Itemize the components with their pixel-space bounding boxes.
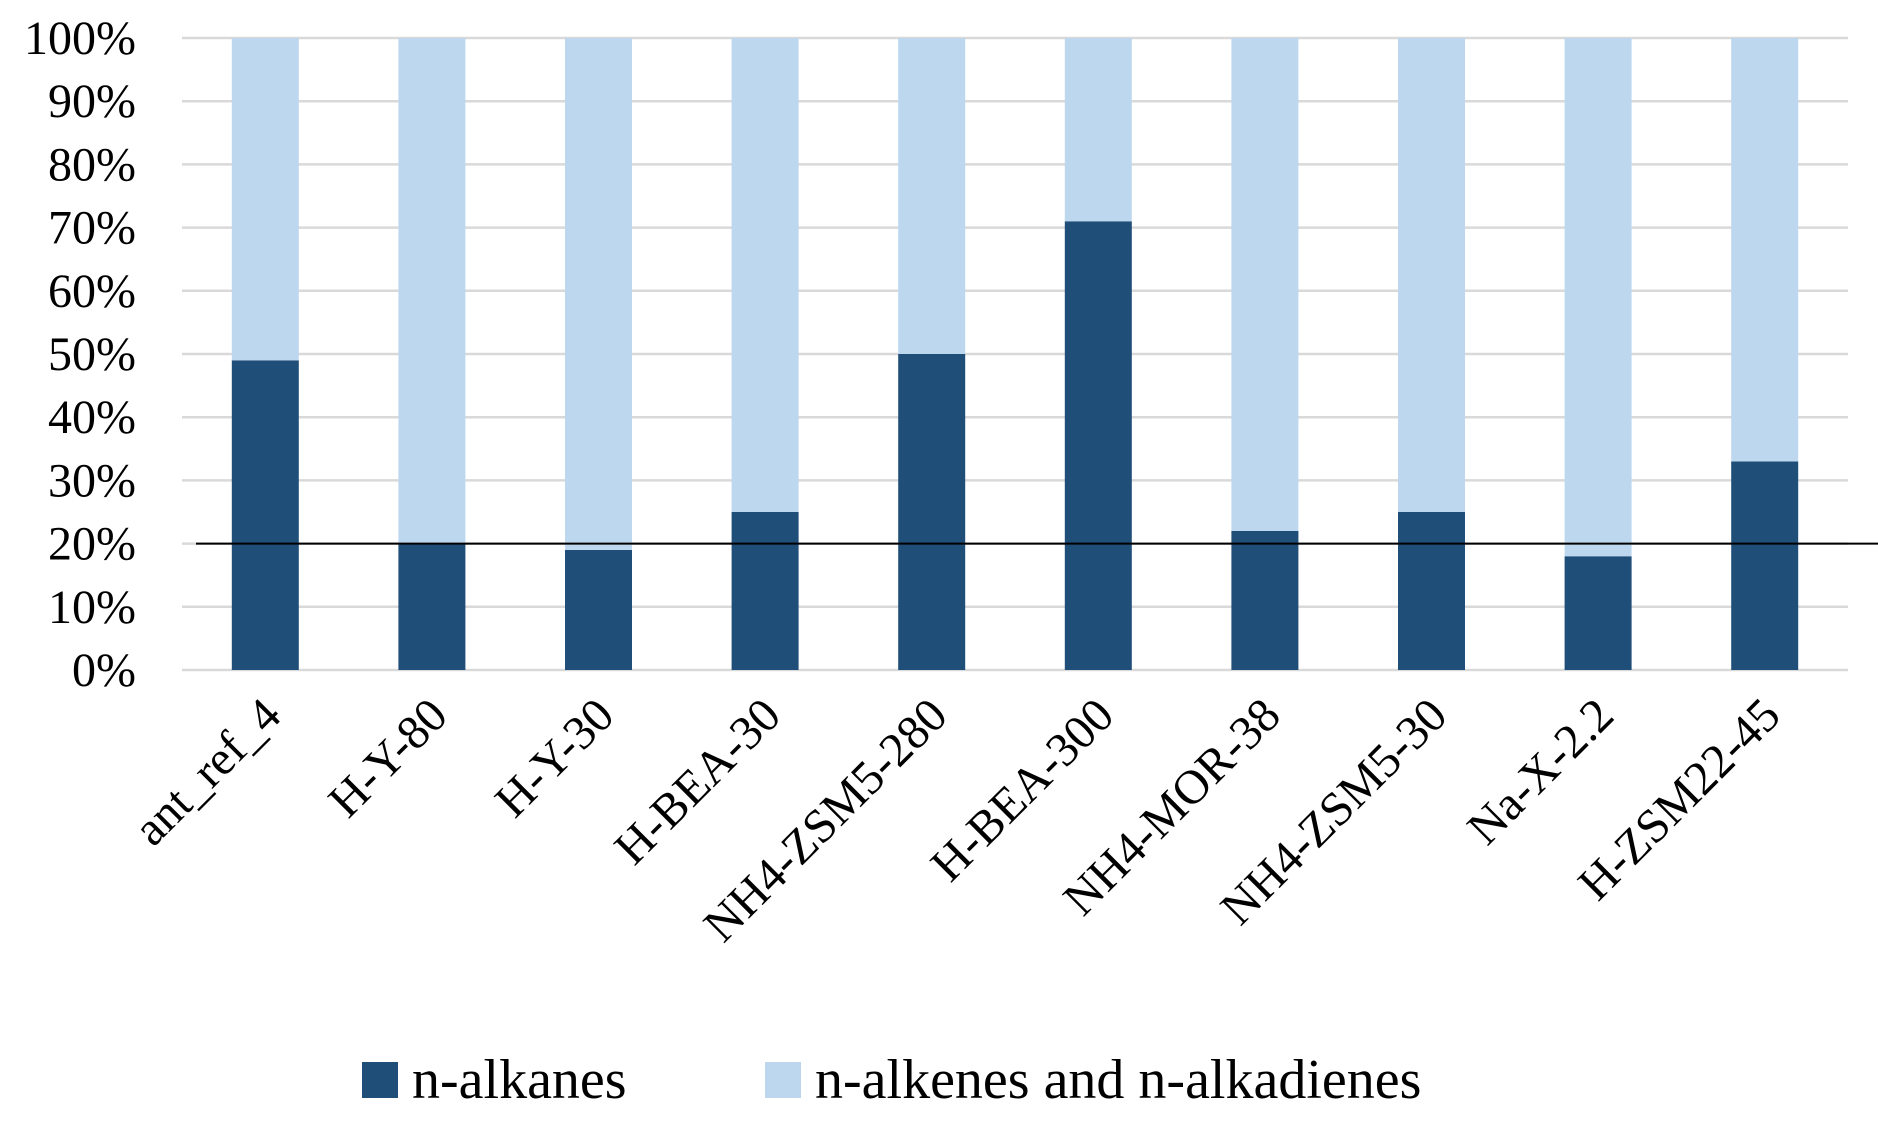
y-tick-label: 100%: [24, 12, 136, 65]
bar-n-alkanes-7: [1398, 512, 1465, 670]
bar-n-alkenes-alkadienes-7: [1398, 38, 1465, 512]
legend-swatch: [362, 1062, 398, 1098]
bar-n-alkanes-0: [231, 360, 299, 670]
bar-n-alkenes-alkadienes-1: [398, 38, 466, 544]
y-tick-label: 50%: [48, 328, 136, 381]
bar-n-alkanes-9: [1731, 461, 1799, 670]
y-tick-label: 0%: [72, 644, 136, 697]
bar-n-alkenes-alkadienes-6: [1231, 38, 1299, 531]
bar-n-alkanes-6: [1231, 530, 1299, 670]
bar-n-alkanes-4: [898, 354, 966, 670]
y-tick-label: 60%: [48, 265, 136, 318]
category-label: H-Y-30: [485, 688, 624, 827]
y-tick-label: 70%: [48, 202, 136, 255]
bar-n-alkenes-alkadienes-8: [1564, 38, 1632, 557]
bar-n-alkanes-5: [1064, 221, 1132, 670]
bar-n-alkanes-3: [731, 512, 799, 670]
y-tick-label: 10%: [48, 581, 136, 634]
bars: [231, 38, 1799, 670]
category-label: ant_ref_4: [124, 688, 292, 856]
bar-n-alkenes-alkadienes-4: [898, 38, 966, 354]
bar-n-alkenes-alkadienes-0: [231, 38, 299, 361]
bar-n-alkanes-1: [398, 543, 466, 670]
category-label: H-Y-80: [318, 688, 457, 827]
category-label: Na-X-2.2: [1457, 688, 1624, 855]
legend-label: n-alkanes: [412, 1049, 627, 1111]
y-axis-ticks: 0% 10% 20% 30% 40% 50% 60% 70% 80% 90% 100%: [24, 12, 136, 697]
bar-n-alkenes-alkadienes-5: [1064, 38, 1132, 222]
bar-n-alkenes-alkadienes-3: [731, 38, 799, 512]
x-axis-categories: ant_ref_4 H-Y-80 H-Y-30H-BEA-30NH4-ZSM5-28…: [124, 688, 1791, 952]
legend: n-alkanes n-alkenes and n-alkadienes: [362, 1049, 1421, 1111]
legend-swatch: [765, 1062, 801, 1098]
bar-n-alkanes-8: [1564, 556, 1632, 670]
y-tick-label: 40%: [48, 391, 136, 444]
y-tick-label: 20%: [48, 518, 136, 571]
y-tick-label: 90%: [48, 75, 136, 128]
y-tick-label: 80%: [48, 138, 136, 191]
y-tick-label: 30%: [48, 454, 136, 507]
bar-n-alkenes-alkadienes-2: [565, 38, 632, 550]
bar-n-alkenes-alkadienes-9: [1731, 38, 1799, 462]
bar-n-alkanes-2: [565, 549, 632, 670]
legend-label: n-alkenes and n-alkadienes: [815, 1049, 1421, 1111]
